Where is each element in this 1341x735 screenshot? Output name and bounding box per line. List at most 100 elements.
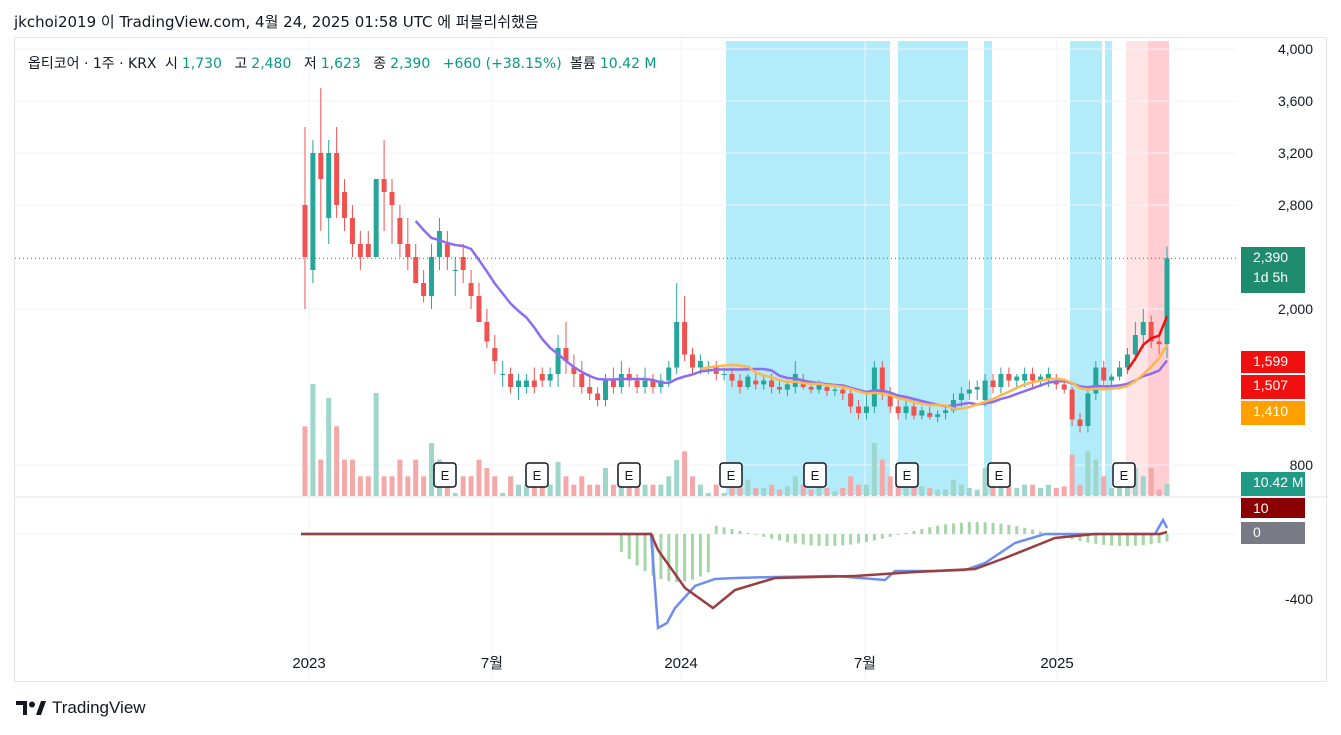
- candle: [500, 361, 506, 387]
- x-tick-label: 2025: [1040, 655, 1073, 672]
- volume-bar: [555, 462, 561, 496]
- osc-histogram-bar: [643, 534, 647, 572]
- osc-histogram-bar: [746, 532, 750, 534]
- earnings-marker[interactable]: E: [987, 462, 1011, 488]
- candle: [310, 140, 316, 283]
- candle: [974, 380, 980, 400]
- y-tick-label: 2,800: [1278, 197, 1313, 213]
- osc-histogram-bar: [817, 534, 821, 546]
- chart-frame[interactable]: E E E E E E E E 4,000 3,600 3,200 2,800 2,000 800 -40…: [14, 37, 1328, 683]
- volume-label: 볼륨: [570, 56, 596, 72]
- candle: [373, 179, 379, 257]
- osc-histogram-bar: [833, 534, 837, 546]
- volume-bar: [840, 488, 846, 496]
- symbol-label: 옵티코어 · 1주 · KRX: [28, 56, 157, 72]
- osc-histogram-bar: [888, 534, 892, 537]
- volume-tag-value: 10.42 M: [1253, 474, 1304, 490]
- volume-bar: [460, 476, 466, 496]
- x-tick-label: 2024: [664, 655, 697, 672]
- candle: [357, 231, 363, 270]
- bar-countdown: 1d 5h: [1253, 269, 1289, 285]
- osc-histogram-bar: [1031, 529, 1035, 534]
- osc-histogram-bar: [714, 525, 718, 534]
- osc-histogram-bar: [849, 534, 853, 545]
- candle: [1093, 361, 1099, 400]
- osc-histogram-bar: [1062, 534, 1066, 538]
- last-price: 2,390: [1253, 249, 1289, 265]
- earnings-marker[interactable]: E: [803, 462, 827, 488]
- ma-orange-line: [700, 344, 1169, 410]
- volume-bar: [911, 481, 917, 496]
- earnings-marker[interactable]: E: [1112, 462, 1136, 488]
- y-tick-label: 3,200: [1278, 145, 1313, 161]
- candle: [650, 374, 656, 394]
- volume-bar: [879, 459, 885, 496]
- candle: [413, 244, 419, 283]
- volume-bar: [634, 484, 640, 496]
- highlight-band: [1105, 41, 1112, 495]
- candle: [531, 367, 537, 394]
- candle: [523, 374, 529, 394]
- candle: [492, 335, 498, 374]
- signal-line: [301, 530, 1168, 610]
- candle: [547, 367, 553, 387]
- earnings-marker[interactable]: E: [525, 462, 549, 488]
- candle: [943, 406, 949, 420]
- volume-bar: [903, 484, 909, 496]
- tv-logo-icon: [16, 701, 46, 715]
- volume-bar: [729, 484, 735, 496]
- price-chart[interactable]: E E E E E E E E 4,000 3,600 3,200 2,800 2,000 800 -40…: [15, 38, 1328, 683]
- osc-histogram-bar: [793, 534, 797, 544]
- volume-bar: [697, 484, 703, 496]
- volume-bar: [808, 489, 814, 496]
- x-axis: 2023 7월 2024 7월 2025: [292, 655, 1073, 672]
- volume-bar: [357, 476, 363, 496]
- osc-histogram-bar: [967, 522, 971, 534]
- volume-bar: [595, 484, 601, 496]
- highlight-band: [1148, 41, 1169, 495]
- highlight-band: [984, 41, 992, 495]
- volume-bar: [1037, 488, 1043, 496]
- candle: [571, 354, 577, 387]
- ma3-tag: 1,410: [1241, 401, 1305, 425]
- candle: [444, 231, 450, 270]
- tradingview-logo[interactable]: TradingView: [16, 698, 146, 718]
- earnings-marker[interactable]: E: [433, 462, 457, 488]
- candle: [429, 244, 435, 309]
- osc-histogram-bar: [1086, 534, 1090, 543]
- osc-histogram-bar: [1125, 534, 1129, 546]
- candle: [935, 410, 941, 423]
- candle: [642, 367, 648, 394]
- volume-bar: [761, 488, 767, 496]
- osc-histogram-bar: [1007, 524, 1011, 534]
- volume-bar: [302, 426, 308, 496]
- earnings-marker[interactable]: E: [719, 462, 743, 488]
- candle: [1132, 322, 1138, 361]
- candle: [1164, 246, 1170, 359]
- candle: [674, 283, 680, 374]
- candle: [784, 380, 790, 397]
- volume-bar: [990, 484, 996, 496]
- macd-line: [301, 517, 1169, 631]
- earnings-marker[interactable]: E: [617, 462, 641, 488]
- volume-bar: [563, 476, 569, 496]
- high-value: 2,480: [251, 56, 292, 72]
- earnings-marker-label: E: [1120, 468, 1129, 483]
- earnings-marker[interactable]: E: [895, 462, 919, 488]
- volume-bar: [531, 484, 537, 496]
- osc-histogram-bar: [770, 534, 774, 539]
- candle: [682, 296, 688, 361]
- osc-histogram-bar: [825, 534, 829, 546]
- publish-header: jkchoi2019 이 TradingView.com, 4월 24, 202…: [14, 13, 539, 31]
- candle: [1101, 361, 1107, 387]
- volume-bar: [1022, 484, 1028, 496]
- volume-bar: [452, 493, 458, 496]
- volume-bar: [397, 459, 403, 496]
- volume-bar: [326, 398, 332, 496]
- candle: [595, 387, 601, 407]
- candle: [919, 406, 925, 420]
- volume-bar: [373, 393, 379, 496]
- osc-histogram-bar: [762, 534, 766, 537]
- y-axis: 4,000 3,600 3,200 2,800 2,000 800 -400: [1278, 41, 1313, 607]
- candle: [476, 283, 482, 322]
